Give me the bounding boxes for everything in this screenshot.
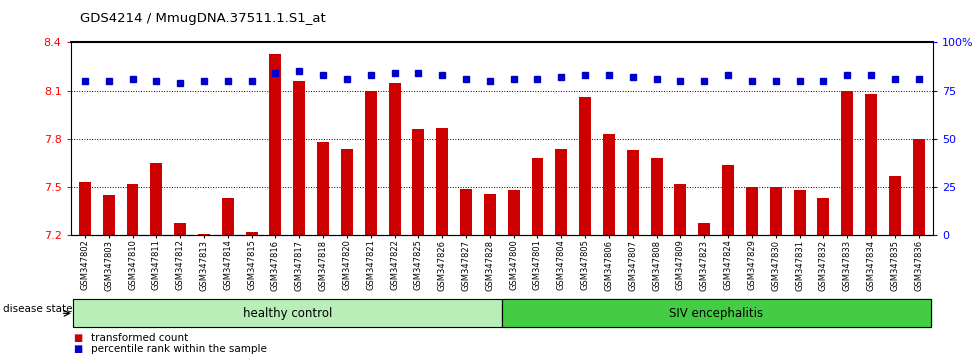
Bar [794, 190, 806, 235]
Bar [365, 91, 376, 235]
Text: transformed count: transformed count [91, 333, 188, 343]
Bar [508, 190, 519, 235]
Bar [889, 176, 901, 235]
Bar [174, 223, 186, 235]
Bar [389, 83, 401, 235]
Bar [270, 54, 281, 235]
Text: ■: ■ [74, 344, 82, 354]
Bar [746, 187, 758, 235]
Bar [722, 165, 734, 235]
Bar [293, 81, 305, 235]
Bar [603, 134, 614, 235]
Bar [484, 194, 496, 235]
Text: GDS4214 / MmugDNA.37511.1.S1_at: GDS4214 / MmugDNA.37511.1.S1_at [80, 12, 326, 25]
Bar [341, 149, 353, 235]
Bar [198, 234, 210, 235]
Bar [817, 199, 829, 235]
Text: SIV encephalitis: SIV encephalitis [669, 307, 763, 320]
Bar [865, 94, 877, 235]
Bar [769, 187, 782, 235]
Bar [674, 184, 686, 235]
Bar [531, 158, 544, 235]
Bar [912, 139, 924, 235]
Bar [841, 91, 854, 235]
Bar [436, 128, 448, 235]
Text: ■: ■ [74, 333, 82, 343]
Bar [318, 142, 329, 235]
Bar [556, 149, 567, 235]
Bar [460, 189, 472, 235]
Bar [221, 199, 234, 235]
Bar [126, 184, 138, 235]
Bar [246, 232, 258, 235]
Text: healthy control: healthy control [243, 307, 332, 320]
Bar [150, 163, 163, 235]
Bar [627, 150, 639, 235]
Text: percentile rank within the sample: percentile rank within the sample [91, 344, 267, 354]
Bar [699, 223, 710, 235]
Text: disease state: disease state [3, 304, 73, 314]
Bar [79, 182, 91, 235]
Bar [103, 195, 115, 235]
Bar [579, 97, 591, 235]
Bar [413, 129, 424, 235]
Bar [651, 158, 662, 235]
